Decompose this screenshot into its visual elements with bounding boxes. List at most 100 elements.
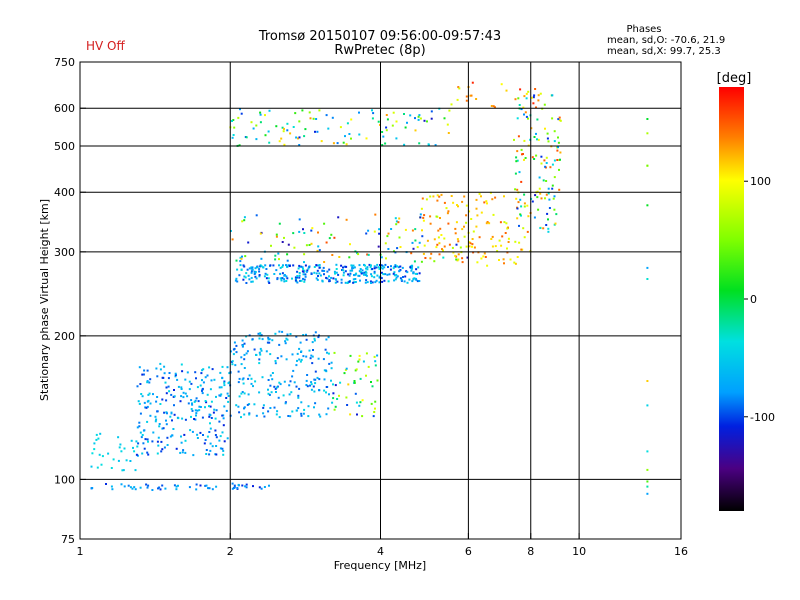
echo-point: [186, 371, 189, 374]
echo-point: [166, 444, 169, 446]
echo-point: [181, 451, 184, 454]
echo-point: [340, 278, 343, 281]
echo-point: [244, 276, 247, 279]
echo-point: [130, 439, 133, 442]
echo-point: [523, 113, 525, 116]
echo-point: [190, 382, 193, 385]
echo-point: [523, 202, 526, 205]
echo-point: [262, 412, 265, 415]
colorbar-tick-label: 100: [750, 175, 771, 188]
echo-point: [208, 405, 210, 408]
echo-point: [520, 214, 522, 217]
echo-point: [271, 372, 274, 374]
echo-point: [399, 277, 402, 280]
echo-point: [378, 232, 381, 235]
echo-point: [101, 455, 104, 458]
echo-point: [179, 451, 182, 454]
echo-point: [376, 274, 379, 277]
echo-point: [166, 412, 168, 415]
echo-point: [222, 417, 225, 420]
x-axis-label: Frequency [MHz]: [334, 559, 426, 572]
echo-point: [263, 275, 266, 278]
echo-point: [270, 391, 273, 394]
echo-point: [199, 406, 202, 408]
echo-point: [145, 483, 148, 486]
echo-point: [242, 264, 245, 267]
echo-point: [475, 207, 478, 210]
echo-point: [381, 267, 384, 270]
echo-point: [275, 386, 278, 389]
echo-point: [295, 385, 298, 388]
echo-point: [118, 446, 121, 449]
echo-point: [334, 272, 336, 275]
echo-point: [158, 486, 161, 489]
echo-point: [302, 412, 305, 415]
echo-point: [365, 279, 368, 282]
echo-point: [214, 429, 217, 432]
echo-point: [307, 405, 310, 408]
echo-point: [220, 386, 223, 389]
echo-point: [250, 280, 253, 283]
echo-point: [251, 268, 254, 271]
echo-point: [208, 453, 211, 456]
echo-point: [200, 372, 203, 375]
echo-point: [161, 448, 164, 451]
echo-point: [218, 386, 221, 389]
echo-point: [505, 222, 508, 225]
echo-point: [136, 445, 139, 448]
echo-point: [258, 358, 261, 361]
echo-point: [559, 151, 562, 154]
echo-point: [429, 215, 432, 218]
echo-point: [359, 270, 362, 273]
echo-point: [274, 360, 277, 362]
echo-point: [322, 358, 325, 361]
echo-point: [429, 195, 432, 198]
echo-point: [313, 337, 316, 340]
echo-point: [183, 433, 186, 436]
echo-point: [330, 233, 333, 236]
echo-point: [420, 260, 423, 263]
echo-point: [179, 400, 182, 403]
echo-point: [238, 411, 241, 414]
echo-point: [430, 117, 433, 120]
echo-point: [380, 277, 383, 280]
echo-point: [349, 272, 352, 275]
colorbar-tick-label: 0: [750, 293, 757, 306]
echo-point: [201, 369, 204, 372]
echo-point: [531, 156, 534, 159]
echo-point: [241, 255, 243, 258]
echo-point: [298, 136, 301, 139]
echo-point: [300, 358, 303, 361]
echo-point: [206, 435, 209, 438]
echo-point: [557, 146, 559, 149]
echo-point: [296, 352, 299, 355]
echo-point: [296, 281, 299, 284]
echo-point: [303, 408, 306, 411]
echo-point: [557, 141, 560, 144]
echo-point: [264, 114, 266, 117]
echo-point: [243, 219, 246, 222]
echo-point: [406, 271, 409, 274]
echo-point: [313, 406, 315, 409]
echo-point: [235, 404, 238, 407]
echo-point: [264, 272, 267, 275]
echo-point: [486, 264, 489, 267]
echo-point: [405, 270, 408, 273]
echo-point: [267, 280, 270, 283]
echo-point: [302, 277, 304, 280]
echo-point: [239, 260, 242, 263]
echo-point: [273, 406, 276, 409]
x-tick-label: 16: [674, 545, 688, 558]
echo-point: [246, 403, 249, 406]
echo-point: [298, 274, 301, 277]
echo-point: [313, 390, 316, 393]
echo-point: [309, 117, 312, 120]
echo-point: [202, 368, 205, 371]
echo-point: [491, 235, 494, 238]
echo-point: [259, 353, 262, 356]
echo-point: [490, 105, 493, 107]
echo-point: [168, 390, 171, 393]
echo-point: [151, 440, 154, 443]
echo-point: [159, 362, 162, 365]
echo-point: [465, 95, 468, 98]
